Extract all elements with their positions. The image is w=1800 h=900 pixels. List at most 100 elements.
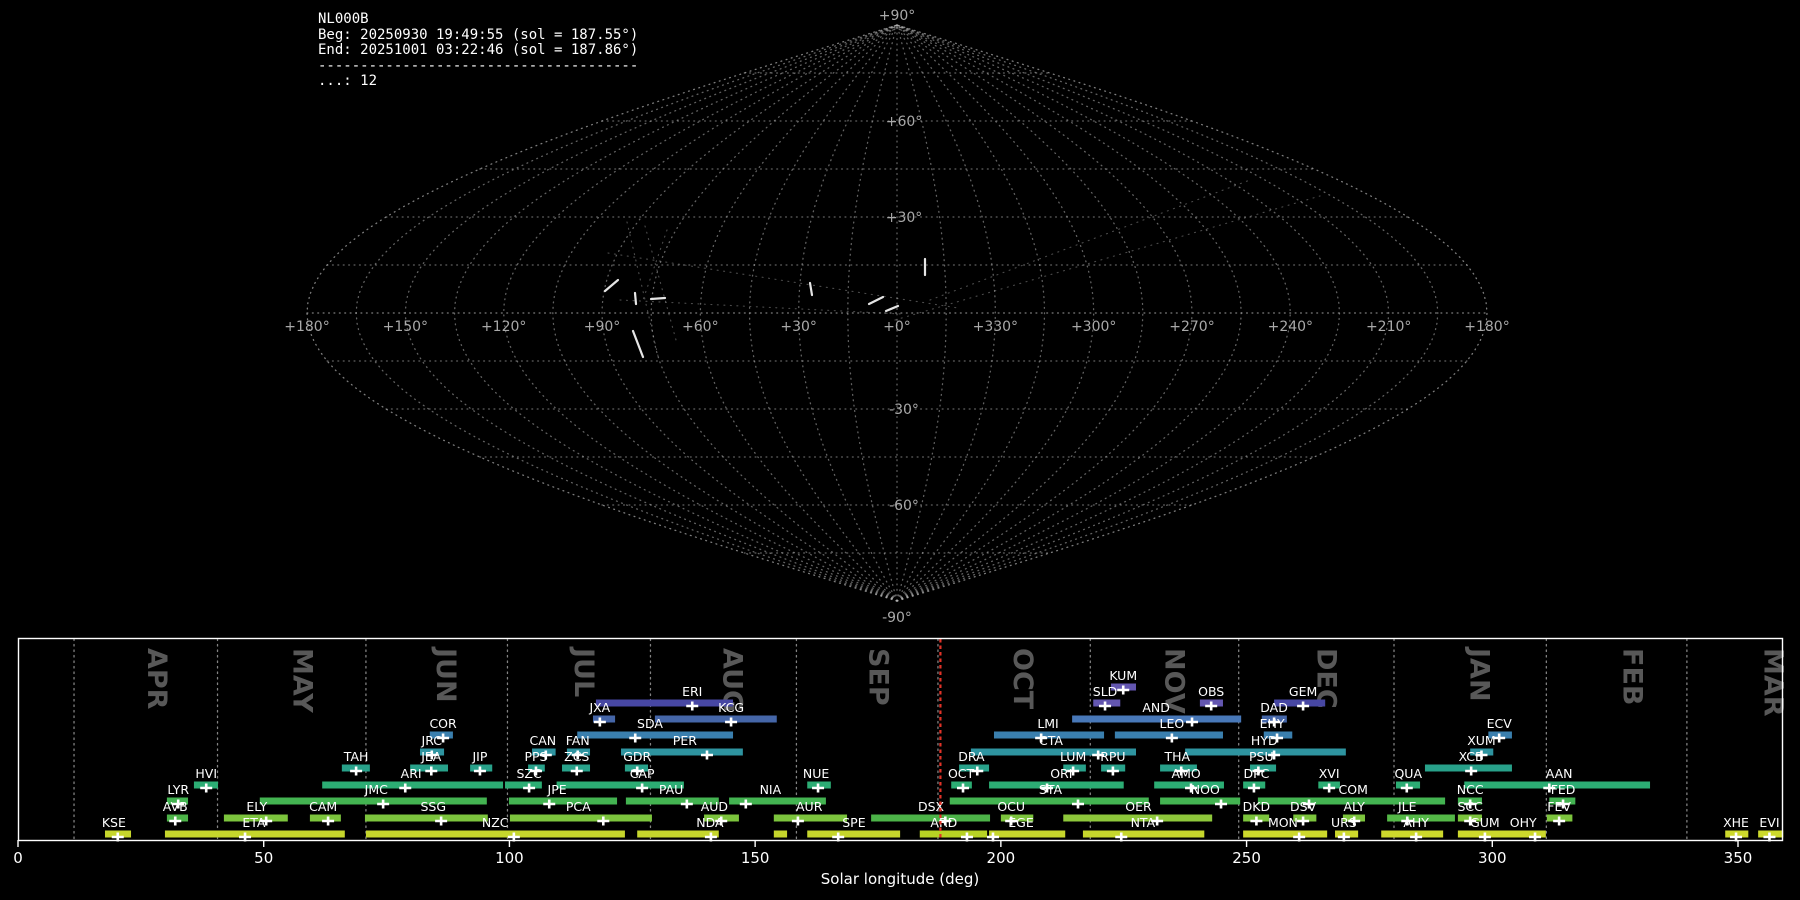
sky-meridian [896,24,1390,602]
shower-peak-CAN [539,750,552,760]
shower-label-PAU: PAU [659,782,683,797]
shower-bar-CAN [532,748,556,756]
shower-label-SZC: SZC [516,766,541,781]
shower-bar-AVB [166,814,189,822]
shower-peak-CTA [1092,750,1105,760]
meteor-count-line: ...: 12 [318,73,378,89]
shower-peak-LEO [1165,733,1178,743]
shower-bar-JMC [259,797,487,805]
meteor-trail [619,299,903,315]
shower-label-CAN: CAN [530,733,557,748]
shower-label-AMO: AMO [1172,766,1201,781]
shower-label-NIA: NIA [760,782,782,797]
shower-bar-OHY [1509,830,1546,838]
x-tick-label: 0 [13,849,23,867]
sky-south-pole-label: -90° [882,610,912,626]
sky-meridian [896,24,1242,602]
shower-bar-PCA [509,814,652,822]
shower-bar-AAN [1464,781,1651,789]
shower-peak-SLD [1099,701,1112,711]
sky-meridian [896,24,1439,602]
shower-label-MON: MON [1268,815,1298,830]
shower-bar-CAM [309,814,341,822]
shower-bar-PSU [1250,764,1277,772]
shower-peak-SZC [523,783,536,793]
shower-label-KCG: KCG [718,700,744,715]
shower-peak-JLE [1401,816,1414,826]
shower-bar-PAU [625,797,719,805]
sky-longitude-label: +30° [780,319,817,335]
shower-label-GEM: GEM [1289,684,1317,699]
shower-label-AUD: AUD [701,799,728,814]
x-tick-label: 50 [254,849,273,867]
shower-label-EVI: EVI [1759,815,1779,830]
shower-label-ALY: ALY [1343,799,1365,814]
shower-label-DKD: DKD [1243,799,1270,814]
shower-bar-DRA [959,764,990,772]
meteor-streak [649,296,667,301]
sky-longitude-label: +90° [584,319,621,335]
shower-label-JXA: JXA [588,700,610,715]
sky-longitude-label: +330° [973,319,1018,335]
shower-label-JRC: JRC [421,733,443,748]
shower-peak-THA [1175,766,1188,776]
meteor-streak [884,304,900,313]
shower-label-LMI: LMI [1037,716,1058,731]
shower-label-XVI: XVI [1319,766,1340,781]
shower-label-LYR: LYR [167,782,189,797]
shower-label-STA: STA [1039,782,1063,797]
shower-peak-JMC [377,799,390,809]
shower-label-OHY: OHY [1510,815,1537,830]
month-label: APR [141,648,172,710]
shower-label-DPC: DPC [1243,766,1269,781]
shower-peak-FAN [571,750,584,760]
shower-peak-ORI [1041,783,1054,793]
shower-peak-RPU [1106,766,1119,776]
meteor-trail [929,179,1251,301]
shower-label-OCU: OCU [997,799,1025,814]
sky-longitude-label: +300° [1071,319,1116,335]
shower-bar-HYD [1185,748,1346,756]
shower-bar-ARD [919,830,988,838]
shower-label-CAP: CAP [630,766,655,781]
shower-label-DRA: DRA [958,749,985,764]
sky-meridian [650,24,898,602]
shower-label-JPE: JPE [547,782,567,797]
shower-label-XCB: XCB [1459,749,1484,764]
sky-meridian [355,24,898,602]
shower-label-NDA: NDA [696,815,724,830]
shower-bar-OER [1063,814,1213,822]
shower-peak-QUA [1400,783,1413,793]
month-label: MAR [1758,648,1789,717]
shower-label-ERI: ERI [682,684,702,699]
month-label: OCT [1007,648,1038,710]
shower-label-SCC: SCC [1457,799,1483,814]
shower-peak-NCC [1464,799,1477,809]
shower-bar-AUR [773,814,848,822]
shower-label-SLD: SLD [1093,684,1118,699]
sky-longitude-label: +240° [1268,319,1313,335]
shower-bar-STA [949,797,1149,805]
shower-label-OER: OER [1125,799,1152,814]
sky-longitude-label: +120° [481,319,526,335]
shower-peak-STA [1072,799,1085,809]
shower-label-KSE: KSE [102,815,126,830]
shower-peak-GEM [1297,701,1310,711]
shower-bar-ORI [989,781,1124,789]
sky-longitude-label: +150° [383,319,428,335]
shower-bar-LMI [993,731,1105,739]
shower-bar-THA [1160,764,1197,772]
shower-label-EGE: EGE [1008,815,1034,830]
sky-meridian [847,24,898,602]
shower-label-CAM: CAM [309,799,337,814]
shower-bar-MON [1243,830,1328,838]
shower-peak-OER [1151,816,1164,826]
shower-bar-JXA [592,715,616,723]
shower-peak-SDA [629,733,642,743]
sky-latitude-label: -60° [889,498,919,514]
x-tick-label: 100 [495,849,524,867]
shower-bar-LUM [1063,764,1086,772]
shower-peak-SSG [435,816,448,826]
month-label: JAN [1463,646,1494,702]
